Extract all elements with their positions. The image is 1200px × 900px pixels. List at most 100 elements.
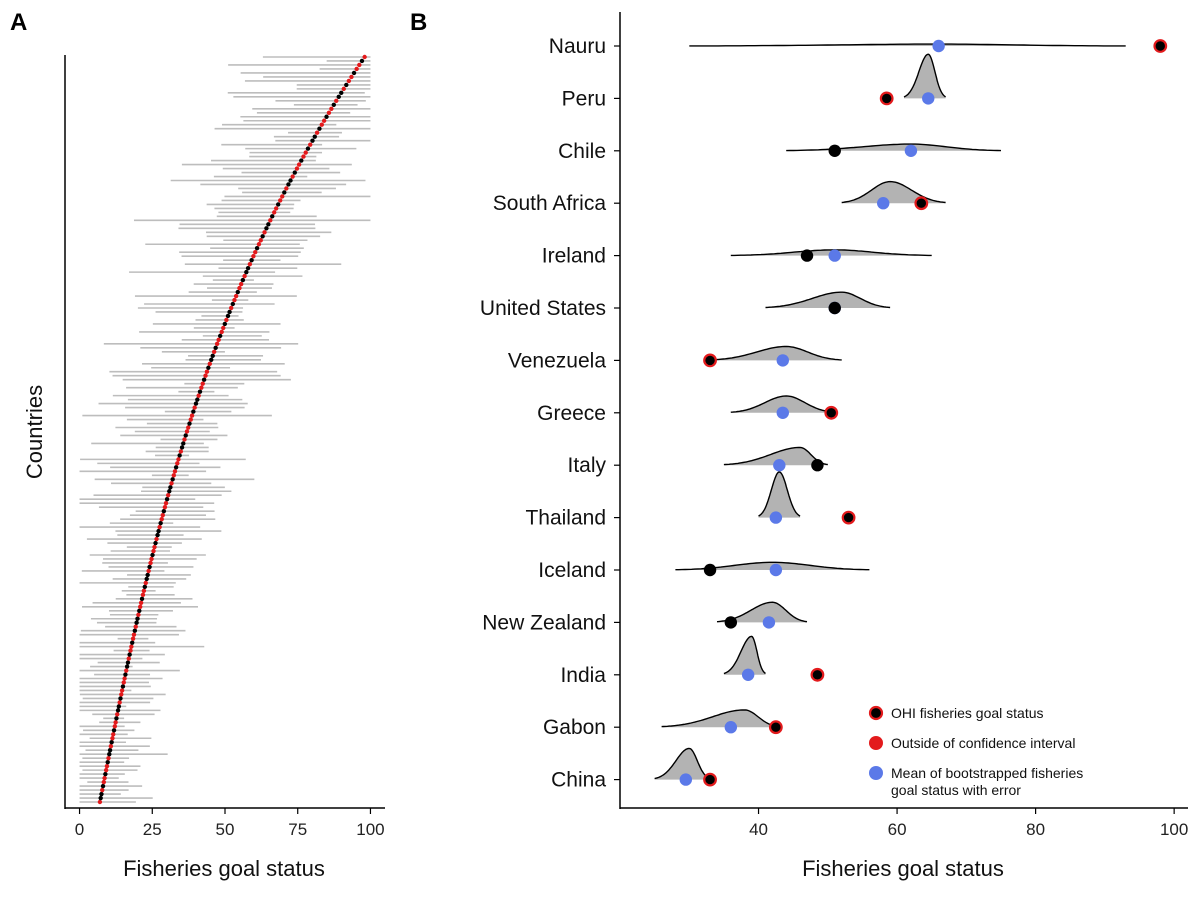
country-status-point xyxy=(143,580,148,586)
panel-b-legend: OHI fisheries goal status Outside of conf… xyxy=(868,705,1083,798)
country-status-point xyxy=(219,329,224,335)
country-status-point xyxy=(227,309,232,315)
country-status-point xyxy=(136,612,141,617)
density-fill xyxy=(716,602,808,623)
country-status-point xyxy=(114,716,119,721)
panel-b-label: B xyxy=(410,9,427,36)
ohi-status-point xyxy=(810,667,825,682)
country-status-point xyxy=(206,365,211,370)
country-status-point xyxy=(159,516,164,522)
country-status-point xyxy=(100,783,106,789)
legend-key xyxy=(869,766,883,780)
country-status-point xyxy=(310,138,315,143)
ohi-status-point xyxy=(703,353,717,368)
density-fill xyxy=(661,709,780,728)
country-label: Greece xyxy=(537,402,606,425)
country-status-point xyxy=(186,425,191,430)
country-status-point xyxy=(189,413,195,418)
country-status-point xyxy=(140,592,146,598)
country-label: Italy xyxy=(567,454,606,477)
country-status-point xyxy=(280,194,285,199)
country-status-point xyxy=(317,126,322,131)
country-status-point xyxy=(152,544,157,550)
country-status-point xyxy=(109,740,114,745)
country-status-point xyxy=(158,520,163,526)
country-status-point xyxy=(105,759,110,765)
country-status-point xyxy=(102,775,107,781)
country-status-point xyxy=(187,421,192,426)
ohi-status-point xyxy=(703,772,717,787)
country-status-point xyxy=(121,680,126,685)
country-status-point xyxy=(170,477,175,482)
country-status-point xyxy=(142,584,148,590)
country-status-point xyxy=(266,222,271,227)
country-status-point xyxy=(115,708,121,713)
x-tick-label: 100 xyxy=(1160,820,1188,839)
density-outline xyxy=(661,709,780,728)
legend-label: Outside of confidence interval xyxy=(891,735,1075,751)
country-status-point xyxy=(292,170,297,175)
mean-point xyxy=(904,144,918,157)
country-status-point xyxy=(305,146,311,151)
country-label: Gabon xyxy=(543,716,606,739)
legend-label: Mean of bootstrapped fisheries xyxy=(891,765,1083,781)
country-status-point xyxy=(244,269,249,275)
country-status-point xyxy=(258,238,263,243)
panel-b-x-axis-title: Fisheries goal status xyxy=(802,856,1004,881)
country-status-point xyxy=(173,465,179,470)
density-fill xyxy=(710,346,842,361)
country-status-point xyxy=(264,226,269,231)
country-status-point xyxy=(324,114,329,119)
country-status-point xyxy=(256,242,262,247)
country-status-point xyxy=(195,397,200,402)
mean-point xyxy=(741,668,755,681)
x-tick-label: 40 xyxy=(749,820,768,839)
ohi-status-point xyxy=(1153,39,1168,53)
country-status-point xyxy=(138,600,144,606)
country-status-point xyxy=(175,461,180,466)
country-status-point xyxy=(130,640,135,645)
country-status-point xyxy=(107,748,113,753)
country-status-point xyxy=(144,576,149,582)
country-status-point xyxy=(101,779,107,785)
country-status-point xyxy=(314,130,320,135)
country-status-point xyxy=(146,568,151,574)
country-status-point xyxy=(176,457,181,462)
country-status-point xyxy=(178,449,184,454)
mean-point xyxy=(922,92,935,105)
x-tick-label: 60 xyxy=(888,820,907,839)
country-status-point xyxy=(115,712,120,717)
ohi-status-point xyxy=(841,510,856,525)
country-status-point xyxy=(124,668,129,673)
panel-b-plot: Nauru Peru Chile South Africa Ireland United … xyxy=(480,12,1188,839)
ohi-status-point xyxy=(768,720,783,735)
country-status-point xyxy=(98,795,103,801)
country-status-point xyxy=(216,337,221,343)
density-fill xyxy=(654,748,711,780)
density-outline xyxy=(723,446,828,466)
country-status-point xyxy=(275,202,281,207)
country-label: China xyxy=(551,769,606,792)
country-status-point xyxy=(148,560,153,566)
mean-point xyxy=(724,721,738,734)
country-status-point xyxy=(329,106,334,111)
country-status-point xyxy=(312,134,317,139)
country-status-point xyxy=(110,736,115,741)
country-status-point xyxy=(160,512,165,518)
country-status-point xyxy=(235,289,240,295)
country-label: Iceland xyxy=(538,559,606,582)
country-status-point xyxy=(128,648,133,653)
density-outline xyxy=(730,395,835,413)
country-status-point xyxy=(99,791,104,797)
country-status-point xyxy=(162,504,168,510)
country-label: Venezuela xyxy=(508,349,606,372)
ohi-status-point xyxy=(703,563,717,577)
country-label: Ireland xyxy=(542,245,606,268)
country-status-point xyxy=(129,644,134,649)
country-status-point xyxy=(133,624,138,629)
country-status-point xyxy=(145,572,150,578)
ohi-status-point xyxy=(811,459,824,472)
country-status-point xyxy=(230,301,236,307)
country-status-point xyxy=(151,548,156,554)
country-status-point xyxy=(193,401,199,406)
